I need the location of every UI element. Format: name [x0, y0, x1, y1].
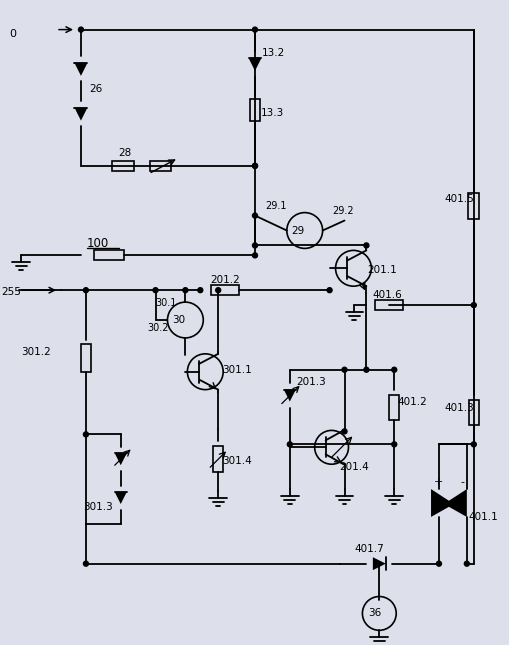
- Polygon shape: [74, 108, 87, 121]
- Text: 30.2: 30.2: [147, 323, 169, 333]
- Text: 401.1: 401.1: [468, 512, 498, 522]
- Circle shape: [342, 429, 346, 434]
- Polygon shape: [443, 489, 466, 517]
- Bar: [249, 99, 260, 121]
- Text: 30: 30: [172, 315, 185, 325]
- Circle shape: [363, 243, 368, 248]
- Text: 201.4: 201.4: [339, 462, 369, 472]
- Polygon shape: [74, 63, 87, 76]
- Circle shape: [83, 432, 88, 437]
- Circle shape: [363, 367, 368, 372]
- Text: 301.2: 301.2: [21, 347, 51, 357]
- Polygon shape: [248, 58, 261, 71]
- Text: 30.1: 30.1: [155, 298, 177, 308]
- Polygon shape: [430, 489, 453, 517]
- Bar: [468, 400, 478, 426]
- Text: 13.2: 13.2: [262, 48, 285, 59]
- Text: 301.3: 301.3: [83, 502, 112, 512]
- Bar: [375, 300, 403, 310]
- Text: 29: 29: [291, 226, 304, 235]
- Text: 201.1: 201.1: [366, 265, 397, 275]
- Bar: [388, 395, 399, 421]
- Text: 401.5: 401.5: [443, 194, 473, 204]
- Circle shape: [252, 243, 257, 248]
- Polygon shape: [115, 492, 126, 504]
- Circle shape: [436, 561, 441, 566]
- Bar: [94, 250, 124, 261]
- Polygon shape: [284, 390, 295, 402]
- Text: 100: 100: [87, 237, 109, 250]
- Polygon shape: [115, 453, 126, 465]
- Circle shape: [342, 367, 346, 372]
- Text: 201.2: 201.2: [210, 275, 240, 285]
- Circle shape: [83, 288, 88, 293]
- Text: 301.1: 301.1: [222, 364, 251, 375]
- Text: 29.2: 29.2: [332, 206, 354, 215]
- Circle shape: [78, 27, 83, 32]
- Circle shape: [252, 163, 257, 168]
- Circle shape: [252, 163, 257, 168]
- Circle shape: [470, 442, 475, 447]
- Circle shape: [215, 288, 220, 293]
- Text: 401.6: 401.6: [372, 290, 401, 300]
- Text: 29.1: 29.1: [265, 201, 286, 211]
- Bar: [211, 285, 239, 295]
- Polygon shape: [372, 557, 385, 570]
- Bar: [467, 193, 478, 219]
- Circle shape: [326, 288, 331, 293]
- Circle shape: [252, 213, 257, 218]
- Bar: [149, 161, 171, 171]
- Text: 28: 28: [119, 148, 132, 158]
- Circle shape: [153, 288, 158, 293]
- Circle shape: [252, 253, 257, 258]
- Circle shape: [470, 303, 475, 308]
- Bar: [111, 161, 133, 171]
- Text: 36: 36: [367, 608, 380, 619]
- Text: 255: 255: [2, 287, 21, 297]
- Text: -: -: [460, 477, 464, 487]
- Text: 401.3: 401.3: [443, 402, 473, 413]
- Circle shape: [197, 288, 203, 293]
- Text: +: +: [433, 477, 442, 487]
- Text: 26: 26: [89, 84, 102, 94]
- Circle shape: [391, 367, 396, 372]
- Text: 13.3: 13.3: [261, 108, 284, 118]
- Circle shape: [463, 561, 468, 566]
- Text: 401.2: 401.2: [397, 397, 426, 406]
- Circle shape: [252, 27, 257, 32]
- Bar: [81, 344, 91, 372]
- Circle shape: [391, 442, 396, 447]
- Text: 301.4: 301.4: [222, 456, 251, 466]
- Text: 201.3: 201.3: [295, 377, 325, 386]
- Circle shape: [287, 442, 292, 447]
- Circle shape: [183, 288, 187, 293]
- Text: 0: 0: [9, 28, 16, 39]
- Text: 401.7: 401.7: [354, 544, 383, 554]
- Circle shape: [83, 561, 88, 566]
- Bar: [213, 446, 223, 472]
